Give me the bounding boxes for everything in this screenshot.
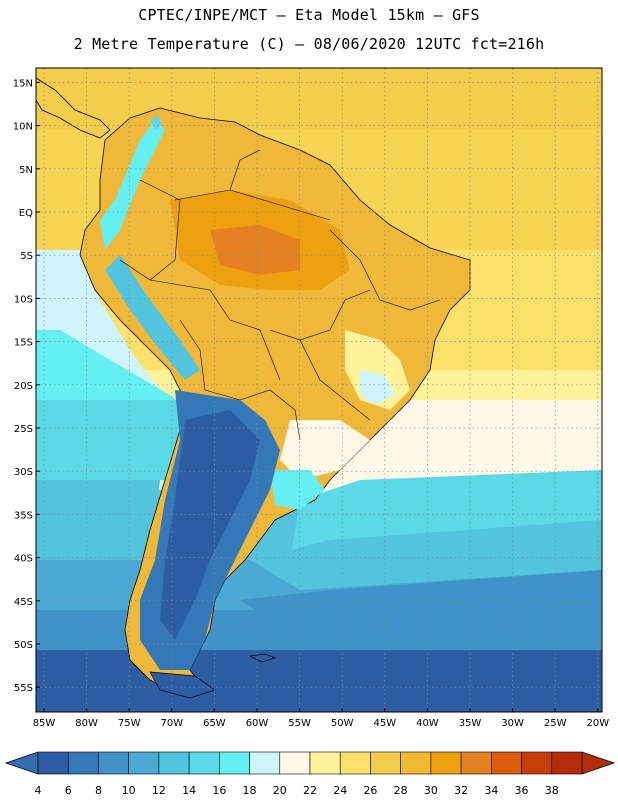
colorbar-swatch: [521, 751, 553, 775]
map-frame: [35, 67, 603, 713]
lon-label: 85W: [33, 718, 56, 729]
colorbar-label: 36: [515, 784, 529, 797]
lon-label: 20W: [586, 718, 609, 729]
colorbar: 4 6 8 10 12 14 16 18 20 22 24 26 28 30 32 34 36 38: [4, 751, 616, 797]
latitude-labels: 15N 10N 5N EQ 5S 10S 15S 20S 25S 30S 35S 40S 45S 50S 5…: [13, 78, 40, 694]
colorbar-swatch: [67, 751, 99, 775]
colorbar-label: 8: [95, 784, 102, 797]
lon-label: 40W: [416, 718, 439, 729]
colorbar-label: 16: [212, 784, 226, 797]
country-borders: [119, 149, 441, 441]
lat-label: 15S: [14, 338, 33, 349]
lon-label: 75W: [118, 718, 141, 729]
lat-label: 15N: [13, 78, 33, 89]
colorbar-label: 18: [243, 784, 257, 797]
colorbar-swatch: [460, 751, 492, 775]
colorbar-label: 38: [545, 784, 559, 797]
lon-label: 80W: [75, 718, 98, 729]
lon-label: 55W: [288, 718, 311, 729]
colorbar-label: 24: [333, 784, 347, 797]
colorbar-swatch: [158, 751, 190, 775]
colorbar-label: 10: [122, 784, 136, 797]
lon-label: 35W: [459, 718, 482, 729]
colorbar-label: 26: [363, 784, 377, 797]
colorbar-swatch: [339, 751, 371, 775]
lon-label: 25W: [544, 718, 567, 729]
colorbar-label: 4: [35, 784, 42, 797]
lat-label: EQ: [19, 208, 33, 219]
colorbar-swatch: [400, 751, 432, 775]
colorbar-label: 34: [484, 784, 498, 797]
colorbar-label: 20: [273, 784, 287, 797]
colorbar-label: 6: [65, 784, 72, 797]
lat-label: 50S: [14, 640, 33, 651]
falkland-islands: [248, 653, 277, 663]
colorbar-label: 14: [182, 784, 196, 797]
lat-label: 5N: [19, 165, 33, 176]
lat-label: 10S: [14, 294, 33, 305]
lat-label: 40S: [14, 554, 33, 565]
lon-label: 70W: [160, 718, 183, 729]
colorbar-swatch: [219, 751, 250, 775]
colorbar-right-arrow: [581, 751, 616, 775]
colorbar-swatch: [249, 751, 281, 775]
colorbar-swatch: [98, 751, 129, 775]
colorbar-label: 28: [394, 784, 408, 797]
lat-lon-grid: [36, 68, 602, 712]
lon-label: 60W: [246, 718, 269, 729]
colorbar-swatch: [430, 751, 462, 775]
map-title-line-1: CPTEC/INPE/MCT – Eta Model 15km – GFS: [138, 6, 480, 24]
colorbar-swatch: [37, 751, 69, 775]
lat-label: 55S: [14, 683, 33, 694]
colorbar-swatch: [370, 751, 401, 775]
longitude-labels: 85W 80W 75W 70W 65W 60W 55W 50W 45W 40W 35W 30W 25W 2…: [33, 708, 609, 729]
colorbar-label: 32: [454, 784, 468, 797]
lat-label: 30S: [14, 467, 33, 478]
lon-label: 30W: [501, 718, 524, 729]
temperature-field: [36, 68, 602, 712]
lon-label: 65W: [203, 718, 226, 729]
colorbar-left-arrow: [4, 751, 39, 775]
colorbar-swatch: [551, 751, 583, 775]
lon-label: 50W: [331, 718, 354, 729]
lat-label: 45S: [14, 597, 33, 608]
lat-label: 10N: [13, 122, 33, 133]
colorbar-swatch: [279, 751, 311, 775]
lat-label: 35S: [14, 510, 33, 521]
colorbar-swatch: [491, 751, 522, 775]
map-title-line-2: 2 Metre Temperature (C) – 08/06/2020 12U…: [73, 35, 545, 53]
colorbar-swatch: [188, 751, 220, 775]
colorbar-swatch: [128, 751, 160, 775]
lat-label: 25S: [14, 424, 33, 435]
central-america: [36, 77, 111, 139]
lat-label: 20S: [14, 381, 33, 392]
colorbar-swatch: [309, 751, 341, 775]
colorbar-label: 12: [152, 784, 166, 797]
colorbar-label: 22: [303, 784, 317, 797]
colorbar-label: 30: [424, 784, 438, 797]
lat-label: 5S: [20, 251, 33, 262]
lon-label: 45W: [373, 718, 396, 729]
